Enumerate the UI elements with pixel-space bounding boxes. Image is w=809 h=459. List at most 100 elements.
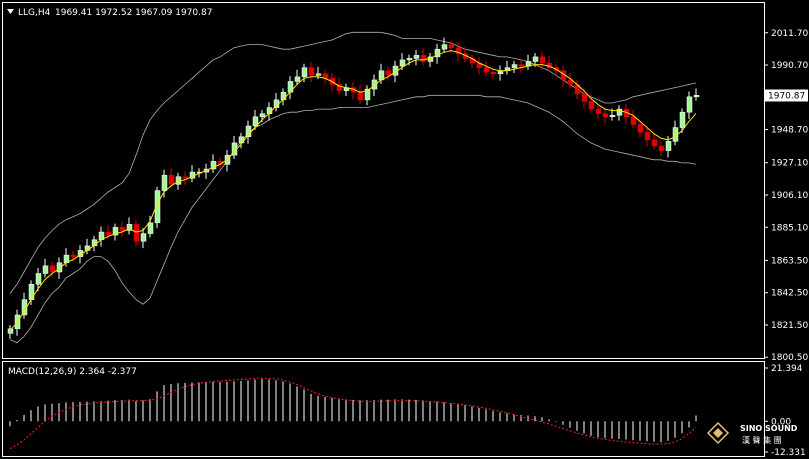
candle-body xyxy=(147,222,154,234)
symbol-label: LLG,H4 xyxy=(18,8,51,18)
price-tick-label: 1990.70 xyxy=(771,61,808,71)
candle-body xyxy=(637,124,644,133)
logo-diamond-icon xyxy=(706,421,730,445)
candle xyxy=(595,105,602,120)
bollinger-bands xyxy=(9,31,697,344)
candle-body xyxy=(665,141,672,151)
candle-body xyxy=(434,48,441,58)
candle-body xyxy=(112,227,119,236)
candle-body xyxy=(651,139,658,147)
last-price-box xyxy=(765,89,808,102)
candle-body xyxy=(210,161,217,170)
candle-body xyxy=(301,67,308,78)
candle xyxy=(630,109,637,129)
moving-average xyxy=(9,50,697,331)
candle xyxy=(56,257,63,279)
candle-body xyxy=(693,95,700,98)
candle-body xyxy=(364,88,371,101)
macd-tick-label: 0.00 xyxy=(771,417,791,427)
candle xyxy=(434,43,441,64)
candle-body xyxy=(308,67,315,76)
candle xyxy=(602,108,609,124)
dropdown-triangle-icon[interactable] xyxy=(7,9,14,14)
macd-pane-frame xyxy=(2,361,765,457)
macd-histogram xyxy=(9,378,697,443)
candle-body xyxy=(406,58,413,61)
candle-body xyxy=(399,59,406,67)
candle-body xyxy=(630,116,637,125)
candle-body xyxy=(287,81,294,93)
candle xyxy=(490,68,497,80)
candle-body xyxy=(420,55,427,62)
candle-body xyxy=(371,79,378,90)
last-price-marker: 1970.87 xyxy=(765,89,808,102)
candle xyxy=(511,60,518,74)
macd-axis: 21.394 0.00 -12.331 xyxy=(764,364,806,458)
candle xyxy=(301,63,308,83)
sino-sound-logo: SINO SOUND 漢 聲 集 團 xyxy=(706,421,798,445)
candle-body xyxy=(105,231,112,236)
candle-body xyxy=(154,190,161,224)
candle-body xyxy=(35,273,42,285)
candle-body xyxy=(28,284,35,300)
candle xyxy=(644,126,651,147)
candle-body xyxy=(616,108,623,116)
candle xyxy=(35,268,42,292)
macd-tick-label: 21.394 xyxy=(771,364,803,374)
candle xyxy=(49,261,56,278)
candle xyxy=(7,324,14,339)
candle-body xyxy=(336,84,343,91)
logo-sub-text: 漢 聲 集 團 xyxy=(742,435,782,445)
candle-body xyxy=(182,176,189,179)
candle xyxy=(385,66,392,81)
candle xyxy=(483,60,490,77)
candle-body xyxy=(448,44,455,48)
candle-body xyxy=(455,47,462,55)
candle xyxy=(294,69,301,86)
logo-brand-text: SINO SOUND xyxy=(740,424,798,433)
candle xyxy=(413,49,420,66)
price-tick-label: 1842.50 xyxy=(771,289,808,299)
candle xyxy=(420,48,427,66)
candle xyxy=(441,37,448,54)
candle xyxy=(693,88,700,101)
candle xyxy=(168,168,175,189)
candle xyxy=(133,220,140,247)
candle xyxy=(651,132,658,150)
macd-signal-line xyxy=(9,377,697,450)
candle-body xyxy=(441,44,448,50)
candle xyxy=(42,258,49,278)
candle xyxy=(588,94,595,113)
candle-body xyxy=(679,111,686,128)
candle-body xyxy=(518,64,525,67)
candle-body xyxy=(483,67,490,73)
candle-body xyxy=(602,113,609,118)
candle xyxy=(637,120,644,138)
macd-header: MACD(12,26,9) 2.364 -2.377 xyxy=(8,367,137,377)
price-tick-label: 1863.50 xyxy=(771,256,808,266)
candle xyxy=(119,222,126,238)
candle-body xyxy=(49,265,56,273)
candle xyxy=(154,186,161,229)
candle xyxy=(539,51,546,70)
price-tick-label: 2011.70 xyxy=(771,29,808,39)
price-tick-label: 1885.10 xyxy=(771,223,808,233)
candle xyxy=(518,59,525,74)
candle-body xyxy=(539,56,546,64)
candle xyxy=(126,217,133,235)
candle-body xyxy=(140,233,147,242)
candle xyxy=(252,109,259,130)
candlesticks xyxy=(7,37,700,339)
ohlc-readout: 1969.41 1972.52 1967.09 1970.87 xyxy=(55,8,212,18)
candle xyxy=(679,108,686,133)
price-tick-label: 1927.10 xyxy=(771,159,808,169)
candle-body xyxy=(70,254,77,257)
candle xyxy=(364,85,371,106)
candle-body xyxy=(490,71,497,75)
candle-body xyxy=(294,76,301,82)
price-tick-label: 1800.50 xyxy=(771,353,808,363)
candle xyxy=(455,42,462,61)
candle xyxy=(567,73,574,89)
candle xyxy=(371,74,378,97)
